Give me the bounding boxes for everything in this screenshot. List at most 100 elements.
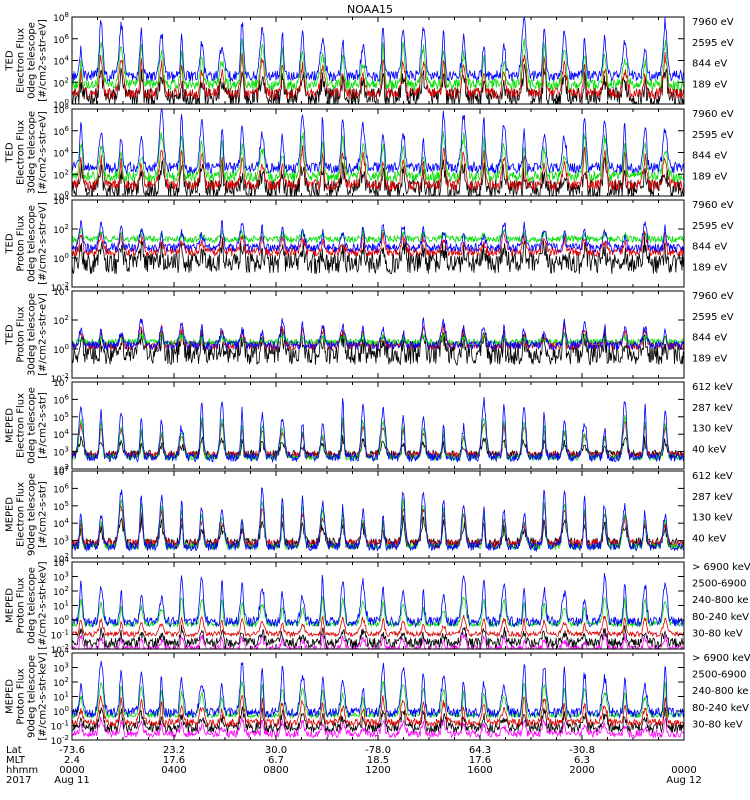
legend-entry: 7960 eV xyxy=(692,109,734,120)
y-tick-label: 102 xyxy=(53,676,69,689)
x-axis-row-value: 17.6 xyxy=(163,755,185,766)
series-line-1-2 xyxy=(71,51,685,100)
y-axis-label: MEPEDProton Flux90deg telescope[#/cm2-s-… xyxy=(5,652,49,740)
panel-1: 100 102 104 106 108 TEDElectron Flux0deg tele… xyxy=(5,11,734,111)
x-axis-row-value: 0800 xyxy=(263,765,288,776)
x-axis-row-value: Aug 11 xyxy=(54,775,89,786)
legend-entry: 30-80 keV xyxy=(692,628,743,639)
y-tick-label: 102 xyxy=(53,552,69,565)
x-axis-row-value: 23.2 xyxy=(163,745,185,756)
x-axis-row-value: 1600 xyxy=(467,765,492,776)
legend-entry: 844 eV xyxy=(692,333,727,344)
y-tick-label: 102 xyxy=(53,168,69,181)
x-axis-row-value: 17.6 xyxy=(469,755,491,766)
y-tick-label: 107 xyxy=(53,465,69,478)
y-tick-label: 104 xyxy=(53,428,69,441)
x-axis-row-value: 18.5 xyxy=(367,755,389,766)
y-tick-label: 100 xyxy=(53,343,69,356)
x-axis-row-value: -78.0 xyxy=(365,745,391,756)
y-tick-label: 101 xyxy=(53,691,69,704)
y-tick-label: 102 xyxy=(53,76,69,89)
legend-entry: > 6900 keV xyxy=(692,562,750,573)
y-tick-label: 104 xyxy=(53,556,69,569)
y-tick-label: 10-2 xyxy=(51,643,69,656)
x-axis-row-value: 0400 xyxy=(161,765,186,776)
x-axis-row-value: 0000 xyxy=(59,765,84,776)
y-tick-label: 100 xyxy=(53,190,69,203)
series-line-2-4 xyxy=(71,107,685,175)
legend-entry: 844 eV xyxy=(692,242,727,253)
panel-4: 10-2 100 102 104 TEDProton Flux30deg telesco… xyxy=(5,285,734,385)
x-axis-row-value: -73.6 xyxy=(59,745,85,756)
legend-entry: 240-800 ke xyxy=(692,595,749,606)
y-tick-label: 10-2 xyxy=(51,281,69,294)
legend-entry: 80-240 keV xyxy=(692,703,749,714)
y-tick-label: 103 xyxy=(53,571,69,584)
y-tick-label: 102 xyxy=(53,314,69,327)
legend-entry: 612 keV xyxy=(692,382,733,393)
series-line-2-2 xyxy=(71,145,685,192)
x-axis-row-value: 6.3 xyxy=(574,755,590,766)
series-line-6-4 xyxy=(71,486,685,553)
legend-entry: 40 keV xyxy=(692,533,726,544)
legend-entry: 844 eV xyxy=(692,59,727,70)
y-tick-label: 103 xyxy=(53,535,69,548)
y-tick-label: 101 xyxy=(53,600,69,613)
series-line-8-5 xyxy=(71,660,685,719)
x-axis-row-value: 30.0 xyxy=(265,745,287,756)
x-axis-row-label: MLT xyxy=(6,755,26,766)
x-axis-row-value: 64.3 xyxy=(469,745,491,756)
y-axis-label: TEDProton Flux30deg telescope[#/cm2-s-st… xyxy=(5,293,49,376)
y-tick-label: 106 xyxy=(53,125,69,138)
x-axis-row-value: 0000 xyxy=(671,765,696,776)
series-line-6-2 xyxy=(71,504,685,549)
legend-entry: 80-240 keV xyxy=(692,612,749,623)
legend-entry: 2500-6900 xyxy=(692,579,747,590)
legend-entry: 2595 eV xyxy=(692,38,734,49)
panel-2: 100 102 104 106 108 TEDElectron Flux30deg tel… xyxy=(5,103,734,203)
legend-entry: 40 keV xyxy=(692,444,726,455)
y-tick-label: 106 xyxy=(53,393,69,406)
y-tick-label: 104 xyxy=(53,517,69,530)
legend-entry: 612 keV xyxy=(692,471,733,482)
y-tick-label: 10-1 xyxy=(51,629,69,642)
y-tick-label: 104 xyxy=(53,285,69,298)
series-line-1-4 xyxy=(71,16,684,83)
x-axis-ephemeris-rows: Lat -73.6 23.2 30.0 -78.0 64.3 -30.8 MLT 2.4 17.6… xyxy=(6,745,702,786)
x-axis-row-value: 2.4 xyxy=(64,755,80,766)
legend-entry: 189 eV xyxy=(692,79,727,90)
panel-frame xyxy=(71,561,685,650)
legend-entry: 189 eV xyxy=(692,171,727,182)
y-tick-label: 106 xyxy=(53,482,69,495)
y-tick-label: 104 xyxy=(53,647,69,660)
legend-entry: 287 keV xyxy=(692,403,733,414)
series-line-8-2 xyxy=(71,705,685,734)
series-line-7-5 xyxy=(71,573,685,628)
legend-entry: 2595 eV xyxy=(692,312,734,323)
series-line-4-2 xyxy=(71,322,685,351)
y-axis-label: MEPEDElectron Flux90deg telescope[#/cm2-… xyxy=(5,473,49,556)
x-axis-row-value: 6.7 xyxy=(268,755,284,766)
y-tick-label: 108 xyxy=(53,11,69,24)
x-axis-row-label: Lat xyxy=(6,745,22,756)
y-tick-label: 102 xyxy=(53,223,69,236)
y-axis-label: MEPEDProton Flux0deg telescope[#/cm2-s-s… xyxy=(5,561,49,649)
series-line-4-4 xyxy=(72,316,685,352)
legend-entry: 2595 eV xyxy=(692,221,734,232)
y-axis-label: TEDElectron Flux30deg telescope[#/cm2-s-… xyxy=(5,111,49,194)
legend-entry: 7960 eV xyxy=(692,17,734,28)
y-tick-label: 103 xyxy=(53,662,69,675)
x-axis-row-value: 1200 xyxy=(365,765,390,776)
legend-entry: > 6900 keV xyxy=(692,653,750,664)
y-tick-label: 107 xyxy=(53,376,69,389)
y-tick-label: 10-2 xyxy=(51,734,69,747)
y-tick-label: 10-2 xyxy=(51,372,69,385)
legend-entry: 844 eV xyxy=(692,151,727,162)
panel-3: 10-2 100 102 104 TEDProton Flux0deg telescop… xyxy=(5,194,734,294)
legend-entry: 287 keV xyxy=(692,492,733,503)
x-axis-row-label: hhmm xyxy=(6,765,38,776)
series-line-8-3 xyxy=(71,695,685,728)
series-line-3-1 xyxy=(71,234,685,275)
y-tick-label: 104 xyxy=(53,147,69,160)
